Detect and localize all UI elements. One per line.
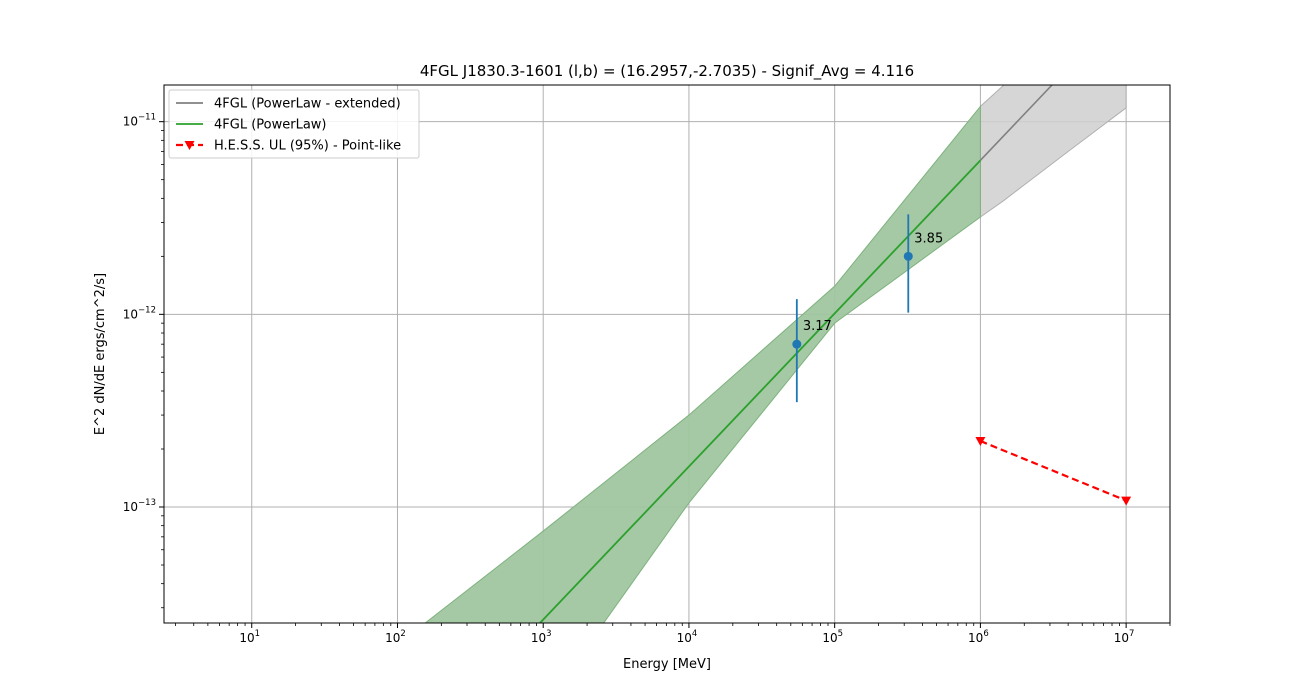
x-tick-label: 105 [822, 629, 843, 645]
x-tick-label: 101 [239, 629, 260, 645]
x-tick-label: 104 [677, 629, 698, 645]
y-tick-label: 10−12 [123, 305, 156, 321]
legend-marker-hess-ul [184, 141, 195, 150]
hess-ul-marker [1121, 496, 1132, 506]
points: 3.17 3.85 [792, 214, 943, 403]
lines [539, 85, 1132, 623]
y-tick-label: 10−11 [123, 113, 156, 129]
y-axis-label: E^2 dN/dE ergs/cm^2/s] [93, 273, 108, 435]
legend-label: 4FGL (PowerLaw) [214, 118, 327, 133]
x-tick-label: 107 [1114, 629, 1135, 645]
data-point-label: 3.85 [914, 231, 943, 246]
hess-ul-marker [975, 437, 986, 447]
data-point-label: 3.17 [803, 319, 832, 334]
powerlaw-error-band [424, 105, 981, 623]
hess-ul-line [979, 440, 1127, 502]
data-point [792, 339, 802, 349]
y-tick-label: 10−13 [123, 498, 156, 514]
powerlaw-line [539, 159, 982, 623]
x-axis-label: Energy [MeV] [623, 657, 711, 672]
legend: 4FGL (PowerLaw - extended) 4FGL (PowerLaw… [168, 89, 420, 159]
extended-powerlaw-line [979, 85, 1053, 161]
x-tick-label: 102 [385, 629, 406, 645]
x-tick-label: 103 [531, 629, 552, 645]
bands [424, 85, 1127, 623]
extended-error-band [979, 85, 1127, 218]
legend-label: 4FGL (PowerLaw - extended) [214, 97, 401, 112]
x-tick-label: 106 [968, 629, 989, 645]
legend-box [168, 89, 420, 159]
plot-frame [163, 84, 1171, 624]
legend-label: H.E.S.S. UL (95%) - Point-like [214, 139, 401, 154]
data-point [903, 251, 913, 261]
chart-title: 4FGL J1830.3-1601 (l,b) = (16.2957,-2.70… [420, 62, 914, 81]
ticks: 101 102 103 104 105 106 107 10−13 10−12 10−11 [123, 113, 1171, 645]
